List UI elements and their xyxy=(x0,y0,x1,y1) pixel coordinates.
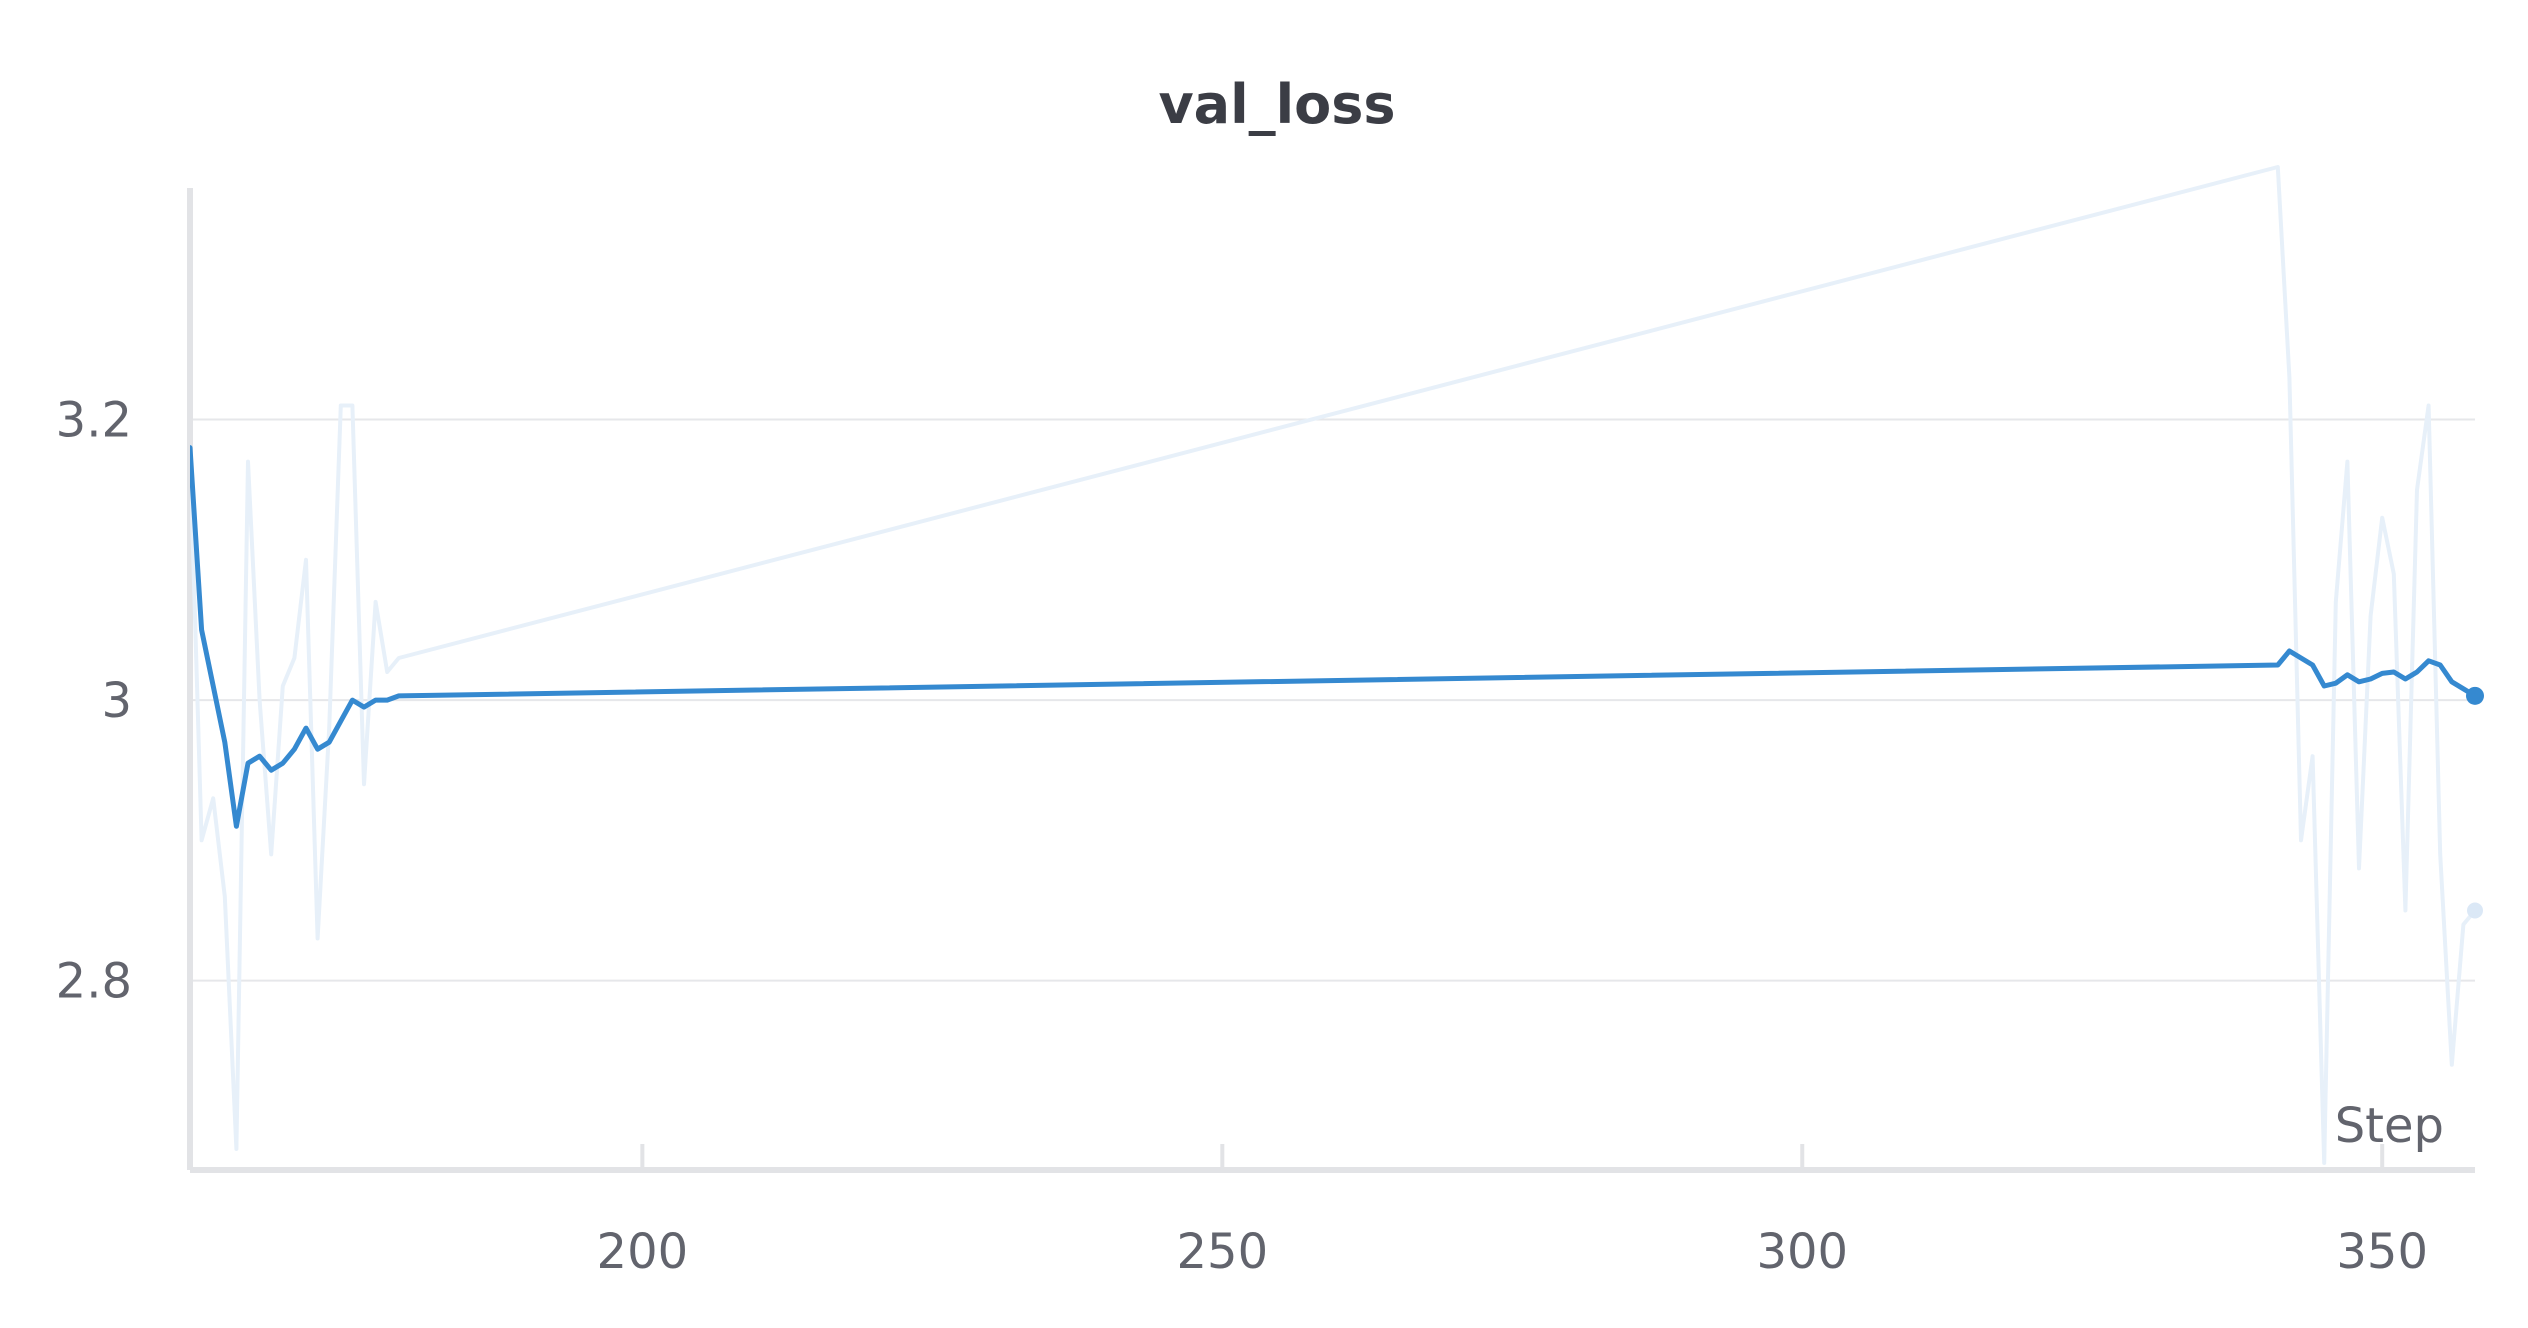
series-lines xyxy=(190,165,2484,1165)
axes xyxy=(187,188,2475,1173)
raw-series-end-point xyxy=(2467,902,2483,919)
smoothed-series-end-point xyxy=(2466,686,2484,705)
x-tick-label: 300 xyxy=(1756,1224,1848,1280)
x-tick-label: 250 xyxy=(1176,1224,1268,1280)
y-tick-label: 3.2 xyxy=(56,393,132,449)
tick-labels: 2.8 3 3.2 200 250 300 350 xyxy=(56,393,2428,1280)
x-axis-label: Step xyxy=(2335,1098,2444,1154)
x-tick-label: 200 xyxy=(597,1224,689,1280)
grid-lines xyxy=(190,418,2475,982)
raw-series-line xyxy=(190,165,2477,1165)
chart-title: val_loss xyxy=(1158,73,1395,136)
smoothed-series-line xyxy=(190,445,2478,829)
y-tick-label: 2.8 xyxy=(56,954,132,1010)
y-tick-label: 3 xyxy=(101,673,132,729)
x-tick-label: 350 xyxy=(2336,1224,2428,1280)
